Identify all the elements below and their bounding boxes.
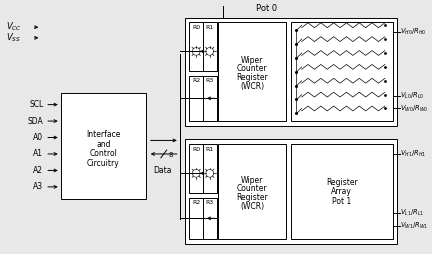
Text: R2: R2 <box>192 200 200 205</box>
Bar <box>291 22 393 121</box>
Text: 8: 8 <box>168 152 173 158</box>
Text: $V_{W0}/R_{W0}$: $V_{W0}/R_{W0}$ <box>400 103 429 114</box>
Text: A2: A2 <box>33 166 43 175</box>
Text: $V_{SS}$: $V_{SS}$ <box>6 31 21 44</box>
Text: $V_{W1}/R_{W1}$: $V_{W1}/R_{W1}$ <box>400 220 429 231</box>
Bar <box>184 18 397 126</box>
Text: R3: R3 <box>206 78 214 83</box>
Text: Interface: Interface <box>86 130 121 139</box>
Bar <box>203 198 216 239</box>
Text: Pot 0: Pot 0 <box>256 4 277 13</box>
Bar <box>219 22 286 121</box>
Text: SDA: SDA <box>28 117 43 125</box>
Bar <box>219 144 286 239</box>
Text: Register: Register <box>236 73 268 82</box>
Text: Counter: Counter <box>237 184 267 193</box>
Text: R3: R3 <box>206 200 214 205</box>
Text: Register: Register <box>236 193 268 202</box>
Text: SCL: SCL <box>29 100 43 109</box>
Text: $V_{CC}$: $V_{CC}$ <box>6 21 22 34</box>
Text: Array: Array <box>331 187 352 196</box>
Text: Pot 1: Pot 1 <box>332 197 352 206</box>
Text: A1: A1 <box>33 149 43 158</box>
Text: $V_{L1}/R_{L1}$: $V_{L1}/R_{L1}$ <box>400 208 425 218</box>
Text: $V_{L0}/R_{L0}$: $V_{L0}/R_{L0}$ <box>400 91 425 101</box>
Bar <box>189 198 203 239</box>
Text: A0: A0 <box>33 133 43 142</box>
Text: Register: Register <box>326 178 358 186</box>
Text: Counter: Counter <box>237 64 267 73</box>
Bar <box>60 93 146 199</box>
Text: (WCR): (WCR) <box>240 202 264 211</box>
Bar <box>189 22 203 71</box>
Text: Wiper: Wiper <box>241 176 264 185</box>
Bar <box>184 139 397 244</box>
Text: R2: R2 <box>192 78 200 83</box>
Bar <box>203 76 216 121</box>
Text: A3: A3 <box>33 182 43 191</box>
Bar <box>189 144 203 193</box>
Text: $V_{H0}/R_{H0}$: $V_{H0}/R_{H0}$ <box>400 27 426 37</box>
Bar <box>203 22 216 71</box>
Text: R1: R1 <box>206 147 214 152</box>
Text: R1: R1 <box>206 25 214 30</box>
Text: Data: Data <box>153 166 172 174</box>
Text: and: and <box>96 140 111 149</box>
Text: Circuitry: Circuitry <box>87 159 120 168</box>
Text: R0: R0 <box>192 25 200 30</box>
Text: (WCR): (WCR) <box>240 82 264 91</box>
Text: Control: Control <box>89 149 117 158</box>
Text: Wiper: Wiper <box>241 56 264 65</box>
Text: R0: R0 <box>192 147 200 152</box>
Text: $V_{H1}/R_{H1}$: $V_{H1}/R_{H1}$ <box>400 149 426 159</box>
Bar <box>291 144 393 239</box>
Bar <box>203 144 216 193</box>
Bar <box>189 76 203 121</box>
